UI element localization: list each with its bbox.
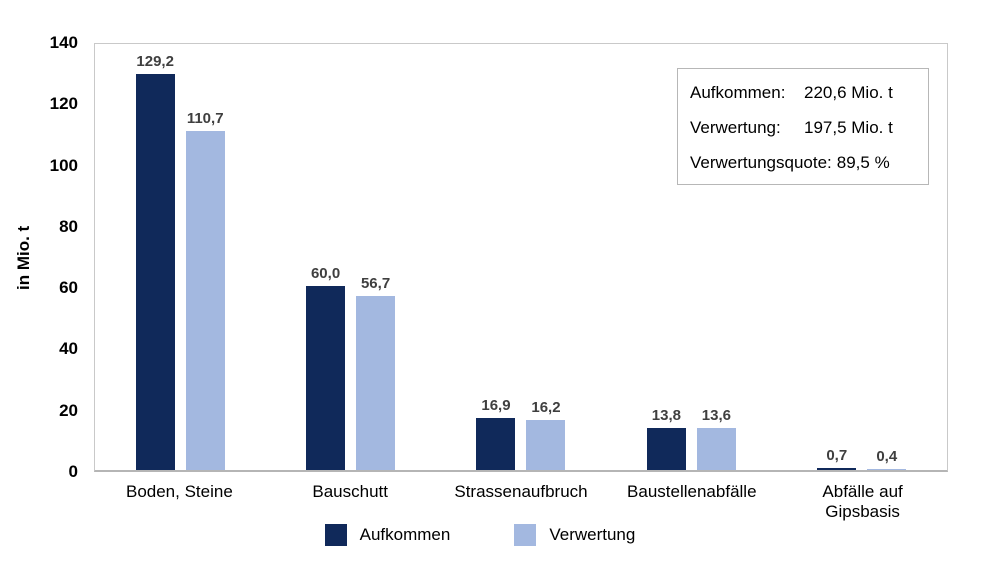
legend-item-verwertung: Verwertung bbox=[514, 524, 635, 546]
y-tick-label: 120 bbox=[49, 94, 78, 114]
legend-color-icon bbox=[514, 524, 537, 546]
bar-value-label: 13,8 bbox=[651, 406, 681, 424]
bar-aufkommen bbox=[476, 418, 516, 470]
y-tick-label: 20 bbox=[59, 400, 78, 420]
legend: Aufkommen Verwertung bbox=[0, 524, 960, 546]
y-tick-label: 140 bbox=[49, 33, 78, 52]
bar-value-label: 0,4 bbox=[876, 447, 898, 465]
bar-wrap-verwertung: 0,4 bbox=[867, 447, 907, 470]
y-tick-label: 0 bbox=[68, 462, 78, 481]
bar-verwertung bbox=[526, 420, 566, 470]
summary-row-verwertung: Verwertung: 197,5 Mio. t bbox=[690, 110, 916, 145]
bar-wrap-verwertung: 56,7 bbox=[356, 274, 396, 470]
bar-wrap-verwertung: 110,7 bbox=[185, 109, 225, 470]
y-tick-label: 40 bbox=[59, 339, 78, 359]
bar-value-label: 16,2 bbox=[531, 398, 561, 416]
summary-value: 220,6 Mio. t bbox=[804, 83, 893, 102]
bar-wrap-aufkommen: 13,8 bbox=[646, 406, 686, 470]
summary-label: Aufkommen: bbox=[690, 83, 786, 102]
bar-wrap-aufkommen: 16,9 bbox=[476, 396, 516, 470]
legend-label: Aufkommen bbox=[359, 525, 451, 544]
x-category-label: Bauschutt bbox=[312, 482, 388, 501]
bar-aufkommen bbox=[817, 468, 857, 470]
summary-label: Verwertung: bbox=[690, 118, 781, 137]
x-category-label: Abfälle auf Gipsbasis bbox=[822, 482, 903, 521]
x-category-label: Baustellenabfälle bbox=[627, 482, 757, 501]
legend-color-icon bbox=[324, 524, 347, 546]
legend-label: Verwertung bbox=[549, 525, 636, 544]
bar-value-label: 13,6 bbox=[701, 406, 731, 424]
bar-aufkommen bbox=[135, 74, 175, 470]
bar-wrap-verwertung: 13,6 bbox=[696, 406, 736, 470]
bar-value-label: 110,7 bbox=[186, 109, 224, 127]
bar-wrap-aufkommen: 0,7 bbox=[817, 446, 857, 470]
bar-value-label: 16,9 bbox=[481, 396, 511, 414]
x-category-label: Strassenaufbruch bbox=[454, 482, 588, 501]
y-tick-label: 60 bbox=[59, 278, 78, 298]
x-axis-labels: Boden, Steine Bauschutt Strassenaufbruch Ba… bbox=[94, 482, 948, 522]
summary-label: Verwertungsquote: bbox=[690, 153, 832, 172]
bar-wrap-aufkommen: 129,2 bbox=[135, 52, 175, 470]
summary-row-verwertungsquote: Verwertungsquote: 89,5 % bbox=[690, 145, 916, 180]
bar-wrap-verwertung: 16,2 bbox=[526, 398, 566, 470]
bar-verwertung bbox=[185, 131, 225, 470]
bar-value-label: 56,7 bbox=[360, 274, 391, 292]
bar-group-baustellenabf-lle: 13,8 13,6 bbox=[606, 44, 776, 470]
y-tick-label: 100 bbox=[49, 155, 78, 175]
bar-verwertung bbox=[356, 296, 396, 470]
x-category-label: Boden, Steine bbox=[125, 482, 233, 501]
bar-group-strassenaufbruch: 16,9 16,2 bbox=[436, 44, 606, 470]
bar-group-boden-steine: 129,2 110,7 bbox=[95, 44, 265, 470]
bar-wrap-aufkommen: 60,0 bbox=[306, 264, 346, 470]
y-tick-label: 80 bbox=[59, 216, 78, 236]
y-axis-ticks: 0 20 40 60 80 100 120 140 bbox=[0, 33, 80, 481]
summary-value: 89,5 % bbox=[836, 153, 890, 172]
bar-value-label: 60,0 bbox=[310, 264, 341, 282]
bar-value-label: 0,7 bbox=[826, 446, 848, 464]
legend-item-aufkommen: Aufkommen bbox=[324, 524, 451, 546]
bar-aufkommen bbox=[646, 428, 686, 470]
summary-box: Aufkommen: 220,6 Mio. t Verwertung: 197,… bbox=[677, 68, 929, 185]
summary-value: 197,5 Mio. t bbox=[804, 118, 893, 137]
bar-group-abf-lle-auf-gipsbasis: 0,7 0,4 bbox=[777, 44, 947, 470]
bar-verwertung bbox=[867, 469, 907, 470]
summary-row-aufkommen: Aufkommen: 220,6 Mio. t bbox=[690, 75, 916, 110]
bar-verwertung bbox=[696, 428, 736, 470]
bar-group-bauschutt: 60,0 56,7 bbox=[265, 44, 435, 470]
bar-aufkommen bbox=[306, 286, 346, 470]
bar-value-label: 129,2 bbox=[136, 52, 174, 70]
